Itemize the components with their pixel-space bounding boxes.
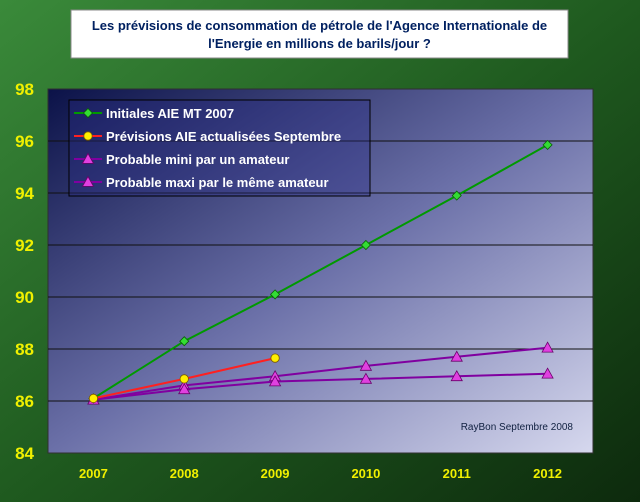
series-3: [87, 367, 554, 405]
series-3-point: [541, 367, 554, 379]
series-3-point: [268, 375, 282, 387]
legend-box: [68, 99, 371, 197]
legend-item-4: Probable maxi par le même amateur: [74, 175, 329, 190]
series-4: [87, 341, 554, 405]
series-4-line: [93, 346, 548, 401]
legend-label: Prévisions AIE actualisées Septembre: [106, 129, 341, 144]
series-1-point: [179, 336, 190, 347]
series-2-point: [270, 353, 280, 363]
y-tick-label: 86: [15, 392, 34, 411]
legend-item-2: Prévisions AIE actualisées Septembre: [74, 129, 341, 144]
chart-annotation: RayBon Septembre 2008: [461, 422, 574, 433]
y-tick-label: 94: [15, 184, 34, 203]
y-tick-label: 98: [15, 80, 34, 99]
y-tick-label: 96: [15, 132, 34, 151]
series-3-point: [178, 382, 191, 395]
series-4-point: [450, 350, 463, 362]
series-1-point: [542, 139, 553, 150]
series-group: [87, 139, 554, 405]
series-2-point: [179, 374, 189, 384]
series-3-point: [450, 369, 463, 382]
series-2-point: [88, 393, 99, 403]
legend-swatch-marker: [81, 152, 95, 164]
chart-title-line1: Les prévisions de consommation de pétrol…: [92, 18, 547, 33]
series-1-point: [451, 190, 462, 201]
x-tick-label: 2010: [351, 466, 380, 481]
title-box: [70, 9, 569, 59]
legend: Initiales AIE MT 2007 Prévisions AIE actu…: [74, 106, 341, 190]
x-tick-label: 2009: [261, 466, 290, 481]
legend-swatch-marker: [81, 175, 95, 187]
legend-swatch-marker: [82, 107, 94, 119]
legend-swatch-marker: [83, 131, 93, 141]
legend-label: Probable maxi par le même amateur: [106, 175, 329, 190]
series-1-point: [360, 239, 371, 251]
y-tick-label: 84: [15, 444, 34, 463]
chart-title-line2: l'Energie en millions de barils/jour ?: [208, 36, 431, 51]
y-axis-ticks: 84 86 88 90 92 94 96 98: [15, 80, 34, 463]
x-tick-label: 2008: [170, 466, 199, 481]
y-tick-label: 90: [15, 288, 34, 307]
series-2: [88, 353, 280, 403]
series-3-point: [359, 372, 373, 384]
x-axis-ticks: 2007 2008 2009 2010 2011 2012: [79, 466, 562, 481]
series-4-point: [541, 341, 554, 353]
x-tick-label: 2011: [443, 466, 471, 481]
series-4-point: [359, 359, 373, 371]
legend-item-1: Initiales AIE MT 2007: [74, 106, 234, 121]
series-1-point: [270, 289, 281, 300]
legend-item-3: Probable mini par un amateur: [74, 152, 290, 167]
series-1-line: [92, 144, 549, 400]
series-3-line: [93, 372, 548, 401]
legend-label: Probable mini par un amateur: [106, 152, 290, 167]
legend-label: Initiales AIE MT 2007: [106, 106, 234, 121]
y-tick-label: 88: [15, 340, 34, 359]
x-tick-label: 2007: [79, 466, 108, 481]
gridlines: [48, 140, 593, 402]
x-tick-label: 2012: [533, 466, 562, 481]
y-tick-label: 92: [15, 236, 34, 255]
